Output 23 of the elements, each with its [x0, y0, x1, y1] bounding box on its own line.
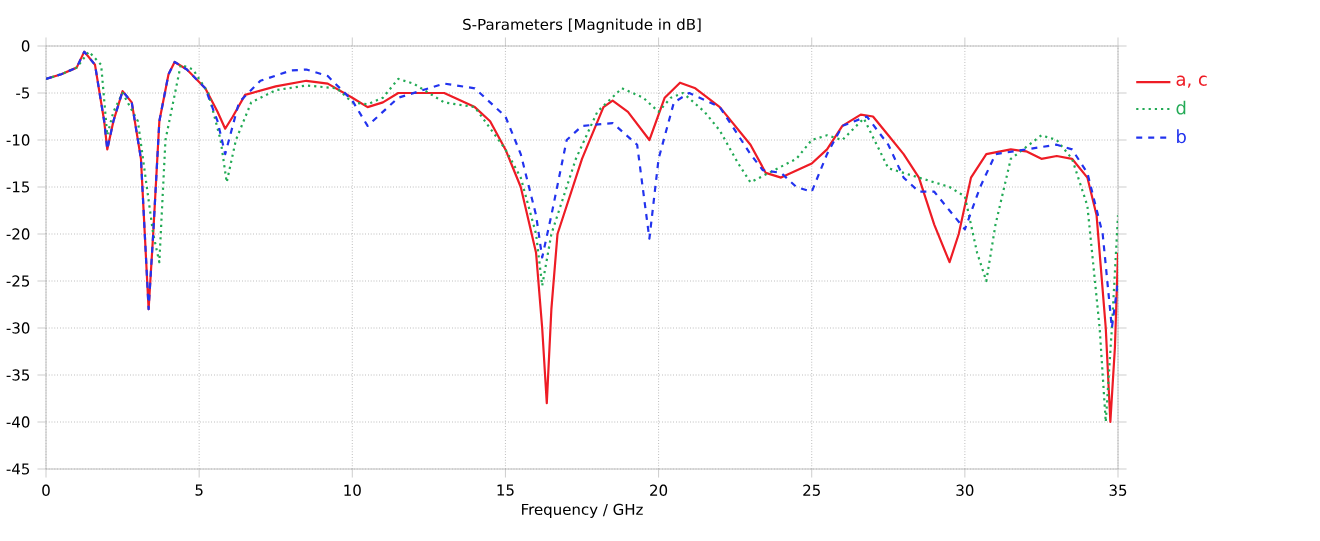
- y-tick-label: -40: [6, 416, 30, 428]
- x-axis-title: Frequency / GHz: [522, 503, 643, 518]
- x-tick-label: 15: [497, 484, 514, 496]
- y-tick-label: 0: [21, 40, 30, 52]
- y-tick-label: -30: [6, 322, 30, 334]
- chart-title: S-Parameters [Magnitude in dB]: [463, 18, 701, 33]
- x-tick-label: 0: [42, 484, 50, 496]
- x-tick-label: 30: [956, 484, 974, 496]
- legend-label: b: [1177, 129, 1186, 144]
- x-tick-label: 5: [195, 484, 203, 496]
- y-tick-label: -20: [6, 228, 30, 240]
- y-tick-label: -25: [6, 275, 30, 287]
- y-tick-label: -10: [6, 134, 30, 146]
- x-tick-label: 20: [650, 484, 668, 496]
- legend-label: a, c: [1176, 75, 1207, 88]
- legend-label: d: [1176, 100, 1186, 115]
- y-tick-label: -35: [6, 369, 30, 381]
- y-tick-label: -15: [6, 181, 30, 193]
- x-tick-label: 10: [344, 484, 361, 496]
- y-tick-label: -5: [16, 87, 30, 99]
- x-tick-label: 35: [1109, 484, 1127, 496]
- x-tick-label: 25: [803, 484, 820, 496]
- y-tick-label: -45: [6, 463, 30, 475]
